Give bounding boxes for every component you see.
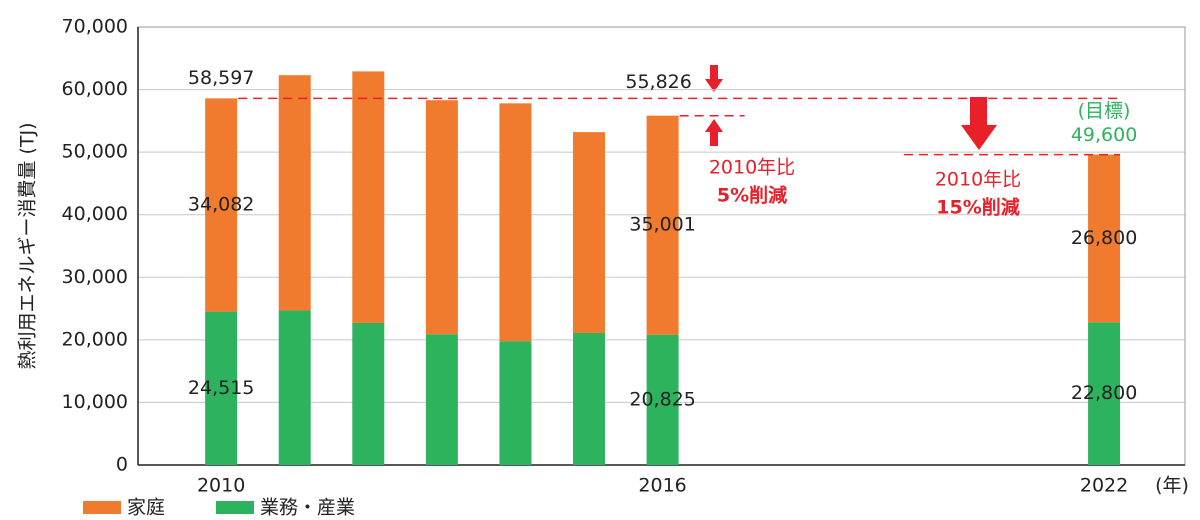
y-tick-label: 70,000 <box>62 16 128 38</box>
value-label: 26,800 <box>1071 227 1137 249</box>
value-label: 35,001 <box>629 214 695 236</box>
bar-segment <box>205 98 238 312</box>
legend-label: 家庭 <box>127 497 165 519</box>
bar-segment <box>278 75 311 311</box>
target-label: (目標) <box>1078 100 1131 122</box>
y-tick-label: 50,000 <box>62 141 128 163</box>
y-tick-label: 20,000 <box>62 328 128 350</box>
bar-segment <box>425 100 458 335</box>
x-unit-label: (年) <box>1155 475 1189 497</box>
arrow-down-large <box>961 97 997 150</box>
value-label: 22,800 <box>1071 382 1137 404</box>
bar-segment <box>573 132 606 333</box>
bar-segment <box>646 115 679 335</box>
bar-segment <box>646 334 679 465</box>
bar-segment <box>352 322 385 465</box>
bar-segment <box>425 334 458 465</box>
legend-swatch <box>83 501 121 514</box>
legend-swatch <box>216 501 254 514</box>
total-label: 58,597 <box>188 67 254 89</box>
bar-segment <box>1088 322 1121 465</box>
legend-label: 業務・産業 <box>260 497 355 519</box>
value-label: 34,082 <box>188 193 254 215</box>
y-axis-label: 熱利用エネルギー消費量 (TJ) <box>17 122 39 369</box>
value-label: 24,515 <box>188 377 254 399</box>
bar-segment <box>499 341 532 465</box>
arrow-down <box>705 65 723 92</box>
total-label: 49,600 <box>1071 124 1137 146</box>
y-tick-label: 10,000 <box>62 391 128 413</box>
x-tick-label: 2010 <box>197 475 245 497</box>
bar-segment <box>278 310 311 465</box>
y-tick-label: 30,000 <box>62 266 128 288</box>
y-tick-label: 0 <box>116 454 128 476</box>
bar-segment <box>205 311 238 465</box>
bar-segment <box>352 71 385 323</box>
annotation: 2010年比 <box>935 169 1021 191</box>
arrow-up <box>705 119 723 146</box>
value-label: 20,825 <box>629 388 695 410</box>
bar-segment <box>499 103 532 342</box>
annotation: 2010年比 <box>709 157 795 179</box>
x-tick-label: 2016 <box>638 475 686 497</box>
total-label: 55,826 <box>625 71 691 93</box>
bar-segment <box>573 332 606 465</box>
y-tick-label: 40,000 <box>62 203 128 225</box>
annotation: 15%削減 <box>936 196 1019 219</box>
x-tick-label: 2022 <box>1080 475 1128 497</box>
annotation: 5%削減 <box>717 184 787 207</box>
bar-segment <box>1088 154 1121 323</box>
y-tick-label: 60,000 <box>62 78 128 100</box>
